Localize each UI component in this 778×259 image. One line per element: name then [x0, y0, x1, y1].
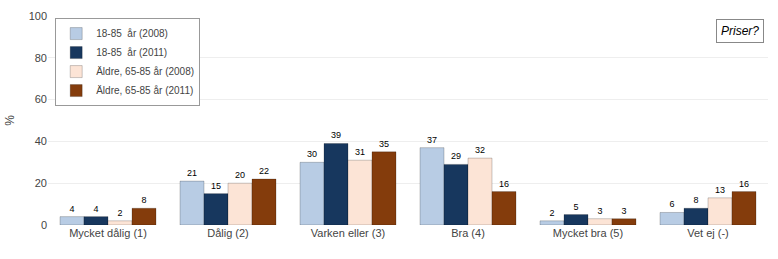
svg-text:35: 35	[379, 139, 389, 149]
svg-text:4: 4	[69, 204, 74, 214]
svg-text:2: 2	[549, 208, 554, 218]
svg-text:18-85 år (2008): 18-85 år (2008)	[96, 28, 168, 39]
svg-text:3: 3	[597, 206, 602, 216]
svg-text:29: 29	[451, 151, 461, 161]
svg-text:2: 2	[117, 208, 122, 218]
svg-text:18-85 år (2011): 18-85 år (2011)	[96, 47, 167, 58]
svg-text:31: 31	[355, 147, 365, 157]
svg-text:Bra (4): Bra (4)	[451, 227, 485, 239]
svg-text:8: 8	[141, 195, 146, 205]
svg-text:15: 15	[211, 181, 221, 191]
svg-text:Priser?: Priser?	[721, 24, 759, 38]
svg-text:0: 0	[41, 219, 47, 231]
svg-text:Vet ej (-): Vet ej (-)	[687, 227, 729, 239]
svg-text:Äldre, 65-85 år (2011): Äldre, 65-85 år (2011)	[96, 85, 193, 96]
svg-text:16: 16	[739, 179, 749, 189]
svg-text:22: 22	[259, 166, 269, 176]
svg-text:100: 100	[29, 10, 47, 22]
svg-text:%: %	[3, 115, 17, 126]
svg-text:30: 30	[307, 149, 317, 159]
svg-text:40: 40	[35, 135, 47, 147]
svg-text:20: 20	[35, 177, 47, 189]
svg-text:13: 13	[715, 185, 725, 195]
svg-text:Mycket dålig (1): Mycket dålig (1)	[69, 227, 147, 239]
svg-text:32: 32	[475, 145, 485, 155]
svg-text:Dålig (2): Dålig (2)	[207, 227, 249, 239]
svg-text:21: 21	[187, 168, 197, 178]
svg-text:Äldre, 65-85 år (2008): Äldre, 65-85 år (2008)	[96, 66, 194, 77]
svg-text:37: 37	[427, 135, 437, 145]
svg-text:20: 20	[235, 170, 245, 180]
svg-text:Varken eller (3): Varken eller (3)	[311, 227, 385, 239]
svg-text:Mycket bra (5): Mycket bra (5)	[553, 227, 623, 239]
svg-text:60: 60	[35, 93, 47, 105]
svg-text:80: 80	[35, 52, 47, 64]
svg-text:4: 4	[93, 204, 98, 214]
svg-text:6: 6	[669, 199, 674, 209]
svg-text:5: 5	[573, 202, 578, 212]
svg-text:3: 3	[621, 206, 626, 216]
svg-text:39: 39	[331, 130, 341, 140]
svg-text:16: 16	[499, 179, 509, 189]
svg-text:8: 8	[693, 195, 698, 205]
